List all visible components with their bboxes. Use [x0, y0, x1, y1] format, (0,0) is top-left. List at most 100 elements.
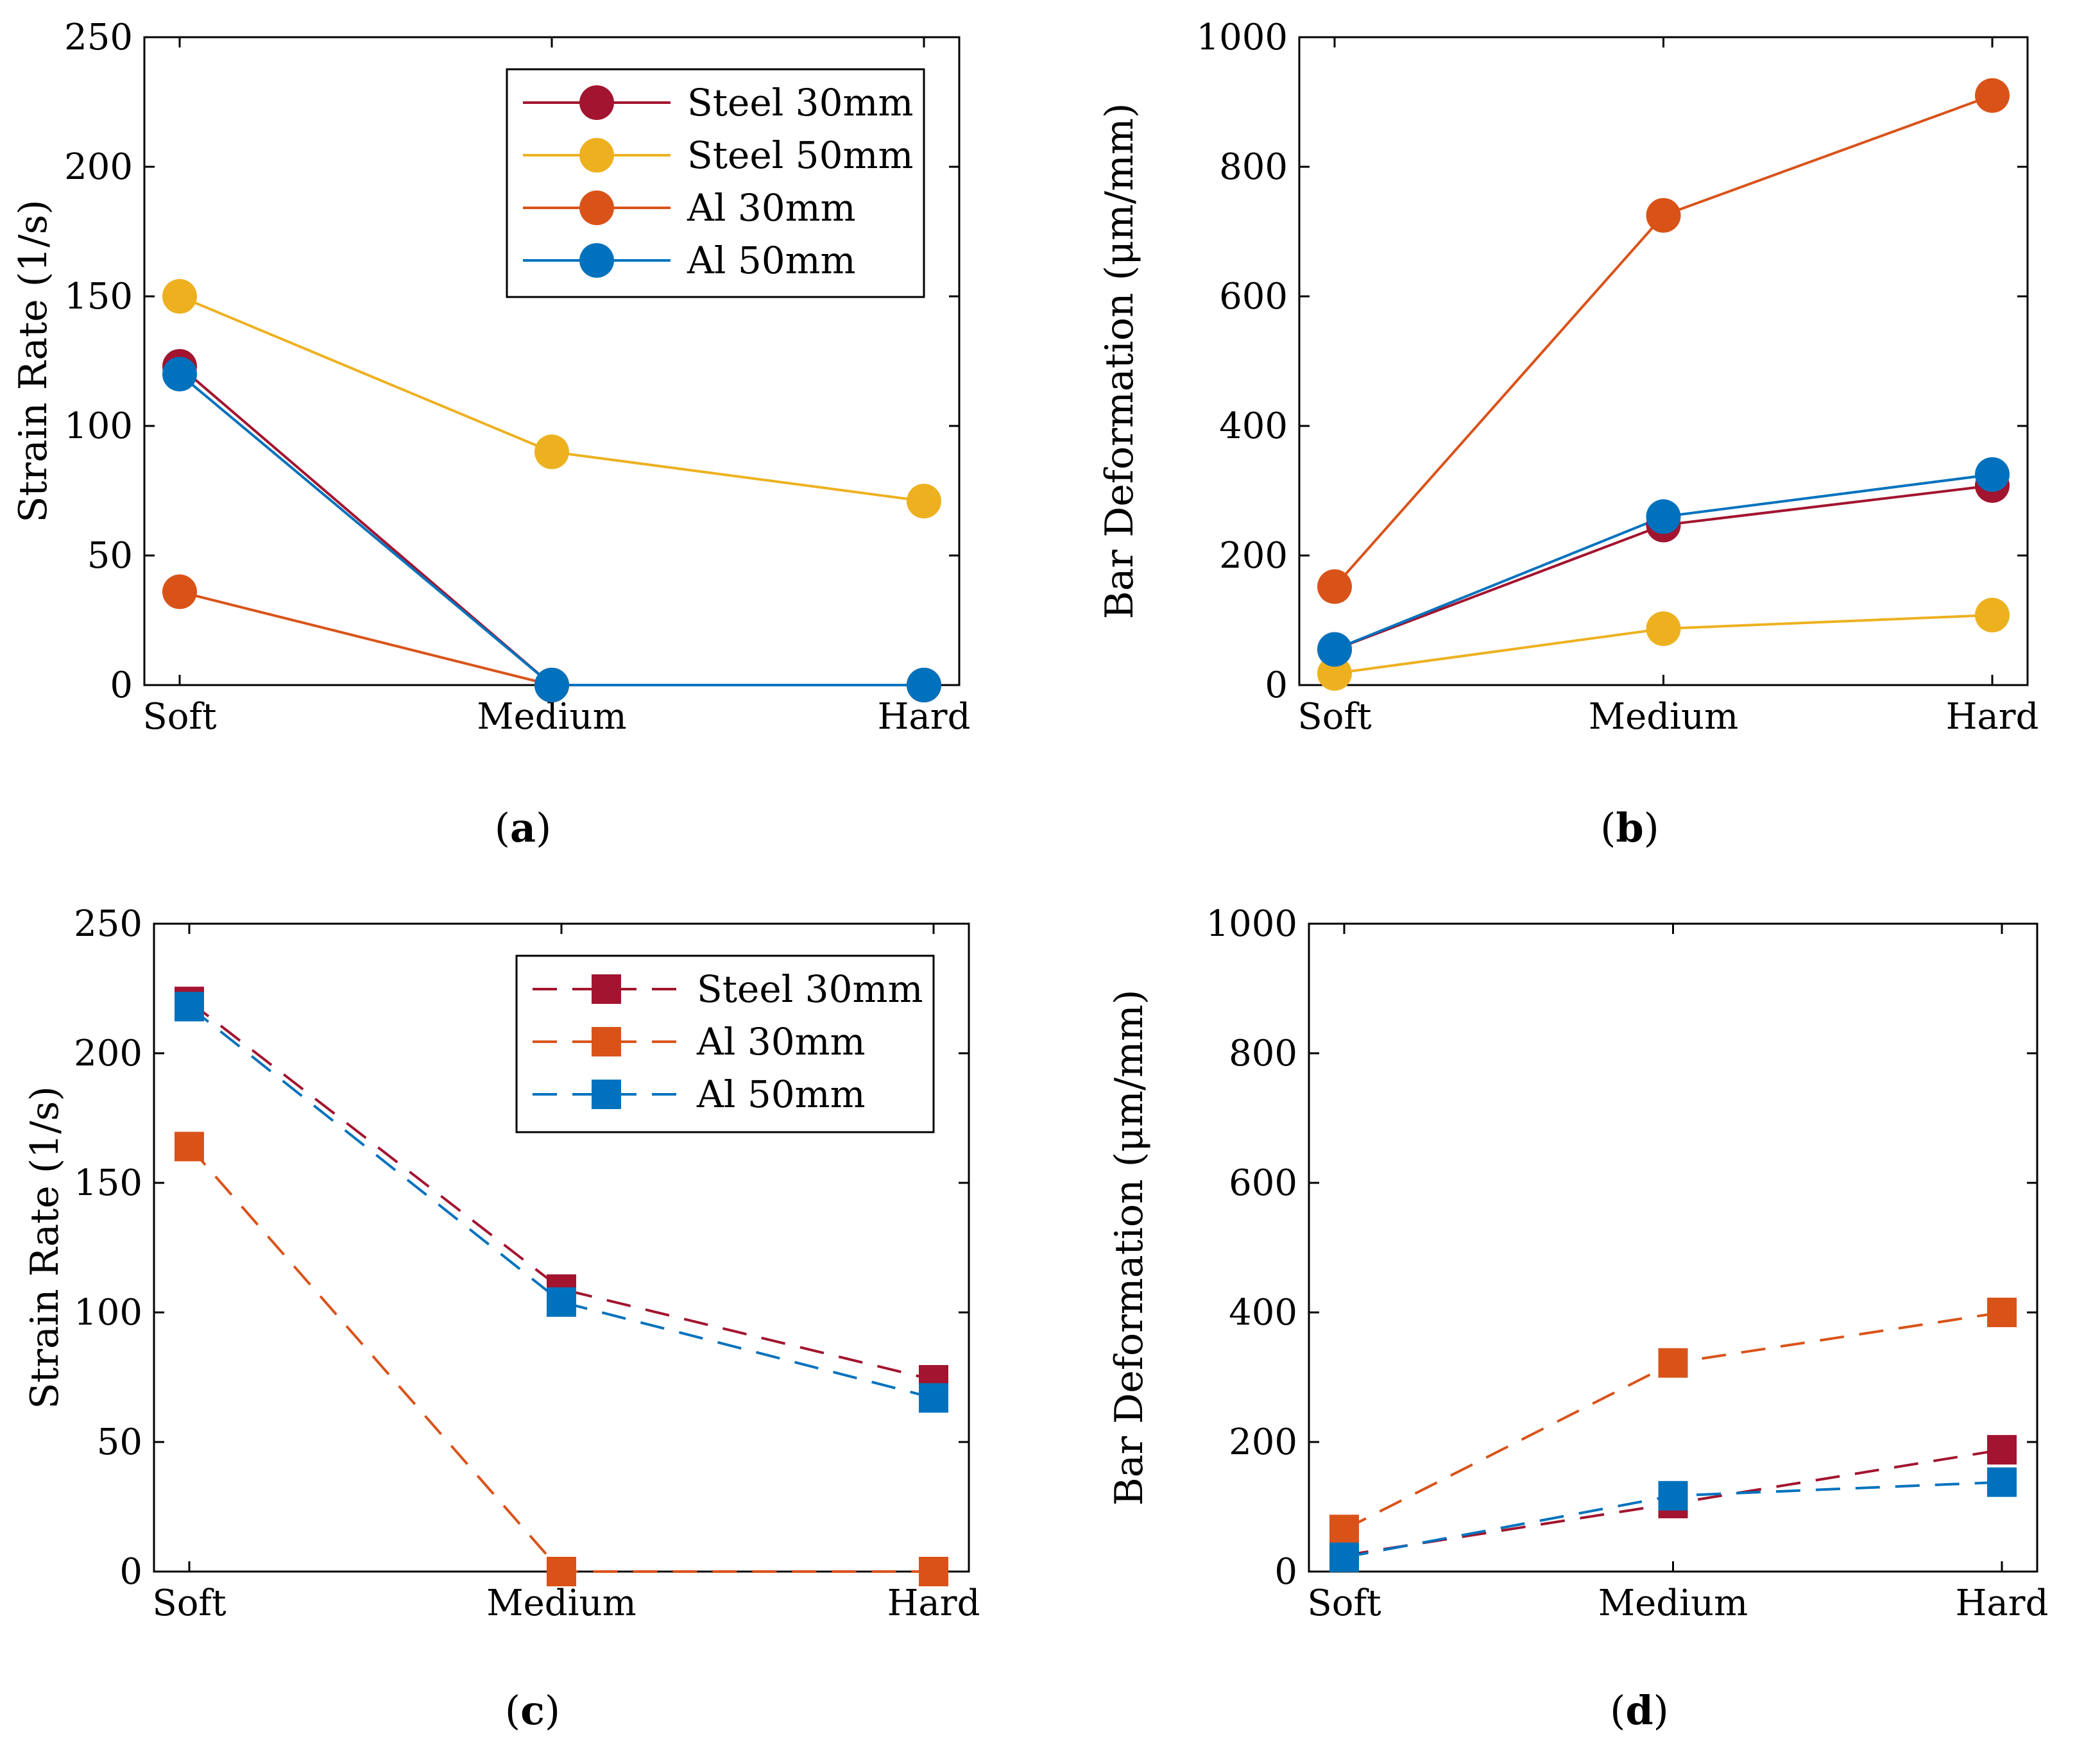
x-tick-label: Hard: [887, 1582, 980, 1624]
data-point-al-30mm: [162, 574, 197, 609]
panel-c: 0 50 100 150 200 250 Soft Medium Hard Strain Rate…: [22, 903, 980, 1734]
data-point-al-50mm: [1987, 1467, 2017, 1497]
data-point-al-50mm: [907, 668, 941, 702]
axes-frame: [1298, 36, 2029, 686]
x-tick-label: Soft: [152, 1582, 226, 1624]
y-tick-label: 50: [97, 1421, 142, 1463]
panel-b: 0 200 400 600 800 1000 Soft Medium Hard Bar Defor…: [1097, 17, 2038, 851]
axes-frame: [1308, 922, 2038, 1573]
y-tick-label: 600: [1219, 276, 1288, 318]
legend-label: Steel 30mm: [697, 967, 923, 1011]
legend-label: Steel 30mm: [687, 81, 913, 124]
data-point-al-30mm: [1329, 1514, 1359, 1545]
y-tick-label: 800: [1229, 1033, 1297, 1074]
legend-marker: [592, 974, 621, 1004]
panel-caption: (a): [495, 804, 552, 851]
data-point-al-30mm: [175, 1132, 204, 1162]
data-point-al-50mm: [1658, 1480, 1688, 1511]
x-tick-label: Medium: [1598, 1582, 1748, 1624]
caption-paren-close: ): [545, 1687, 560, 1734]
y-tick-label: 400: [1219, 405, 1288, 447]
y-tick-label: 50: [87, 535, 133, 577]
data-point-al-50mm: [547, 1287, 576, 1317]
y-axis-label: Bar Deformation (μm/mm): [1097, 103, 1142, 620]
y-tick-label: 0: [1274, 1551, 1297, 1593]
x-tick-label: Soft: [142, 696, 217, 738]
caption-paren-close: ): [536, 804, 551, 851]
legend-label: Al 50mm: [696, 1073, 866, 1116]
data-point-al-30mm: [1317, 569, 1352, 604]
series-line-al-30mm: [188, 1146, 934, 1573]
y-tick-label: 200: [1219, 535, 1288, 577]
caption-letter: d: [1625, 1687, 1653, 1734]
y-tick-label: 600: [1229, 1162, 1297, 1204]
y-tick-label: 800: [1219, 146, 1288, 188]
legend-marker: [579, 85, 614, 120]
y-tick-label: 1000: [1196, 17, 1288, 58]
series-line-steel-30mm: [188, 1000, 934, 1381]
caption-letter: a: [510, 804, 536, 851]
data-point-steel-50mm: [534, 434, 569, 470]
data-point-al-50mm: [1329, 1542, 1359, 1572]
x-tick-label: Soft: [1307, 1582, 1381, 1624]
panel-caption: (b): [1600, 804, 1659, 851]
data-point-steel-30mm: [1987, 1435, 2017, 1465]
x-tick-label: Hard: [1956, 1582, 2049, 1624]
x-tick-label: Hard: [1946, 696, 2039, 738]
data-point-steel-50mm: [1317, 656, 1352, 691]
y-tick-label: 250: [64, 17, 133, 58]
panel-d: 0 200 400 600 800 1000 Soft Medium Hard Bar Defor…: [1107, 903, 2048, 1734]
y-axis-label: Strain Rate (1/s): [11, 199, 56, 523]
data-point-al-50mm: [1646, 499, 1681, 534]
panel-a: 0 50 100 150 200 250 Soft Medium Hard Strain Rate…: [11, 17, 970, 851]
series-line-steel-30mm: [178, 365, 924, 686]
y-tick-label: 200: [1229, 1421, 1297, 1463]
legend-marker: [592, 1080, 621, 1109]
legend-box: [506, 68, 925, 298]
data-point-al-30mm: [547, 1557, 576, 1586]
caption-paren-open: (: [1610, 1687, 1625, 1734]
data-point-al-30mm: [1987, 1298, 2017, 1327]
data-point-steel-50mm: [1975, 597, 2010, 632]
y-axis-label: Bar Deformation (μm/mm): [1107, 990, 1152, 1506]
x-tick-label: Medium: [486, 1582, 636, 1624]
y-axis-label: Strain Rate (1/s): [22, 1086, 67, 1409]
y-tick-label: 200: [74, 1033, 142, 1074]
legend-marker: [592, 1027, 621, 1056]
series-line-steel-50mm: [179, 295, 925, 503]
data-point-al-50mm: [919, 1383, 948, 1413]
data-point-steel-50mm: [1646, 611, 1681, 647]
caption-paren-open: (: [1600, 804, 1616, 851]
legend-label: Steel 50mm: [687, 133, 913, 177]
legend-marker: [579, 243, 614, 278]
caption-letter: b: [1616, 804, 1643, 851]
data-point-steel-50mm: [907, 484, 941, 519]
caption-paren-open: (: [495, 804, 510, 851]
y-tick-label: 0: [119, 1551, 142, 1593]
y-tick-label: 250: [74, 903, 142, 945]
caption-paren-close: ): [1644, 804, 1659, 851]
x-tick-label: Medium: [1589, 696, 1738, 738]
panel-caption: (c): [505, 1687, 560, 1734]
caption-paren-open: (: [505, 1687, 520, 1734]
data-point-al-30mm: [1646, 198, 1681, 233]
data-point-al-50mm: [1975, 457, 2010, 492]
x-tick-label: Medium: [477, 696, 626, 738]
caption-letter: c: [520, 1687, 545, 1734]
legend-box: [515, 954, 935, 1133]
caption-paren-close: ): [1653, 1687, 1669, 1734]
data-point-al-30mm: [919, 1557, 948, 1586]
panel-caption: (d): [1610, 1687, 1669, 1734]
data-point-al-50mm: [175, 992, 204, 1022]
y-tick-label: 0: [110, 665, 133, 706]
y-tick-label: 200: [64, 146, 133, 188]
series-line-al-50mm: [178, 373, 924, 686]
legend-marker: [579, 191, 614, 225]
data-point-al-50mm: [162, 357, 197, 392]
y-tick-label: 400: [1229, 1292, 1297, 1334]
legend-label: Al 30mm: [696, 1020, 866, 1064]
data-point-al-30mm: [1975, 78, 2010, 113]
data-point-steel-50mm: [162, 279, 197, 314]
y-tick-label: 100: [74, 1292, 142, 1334]
